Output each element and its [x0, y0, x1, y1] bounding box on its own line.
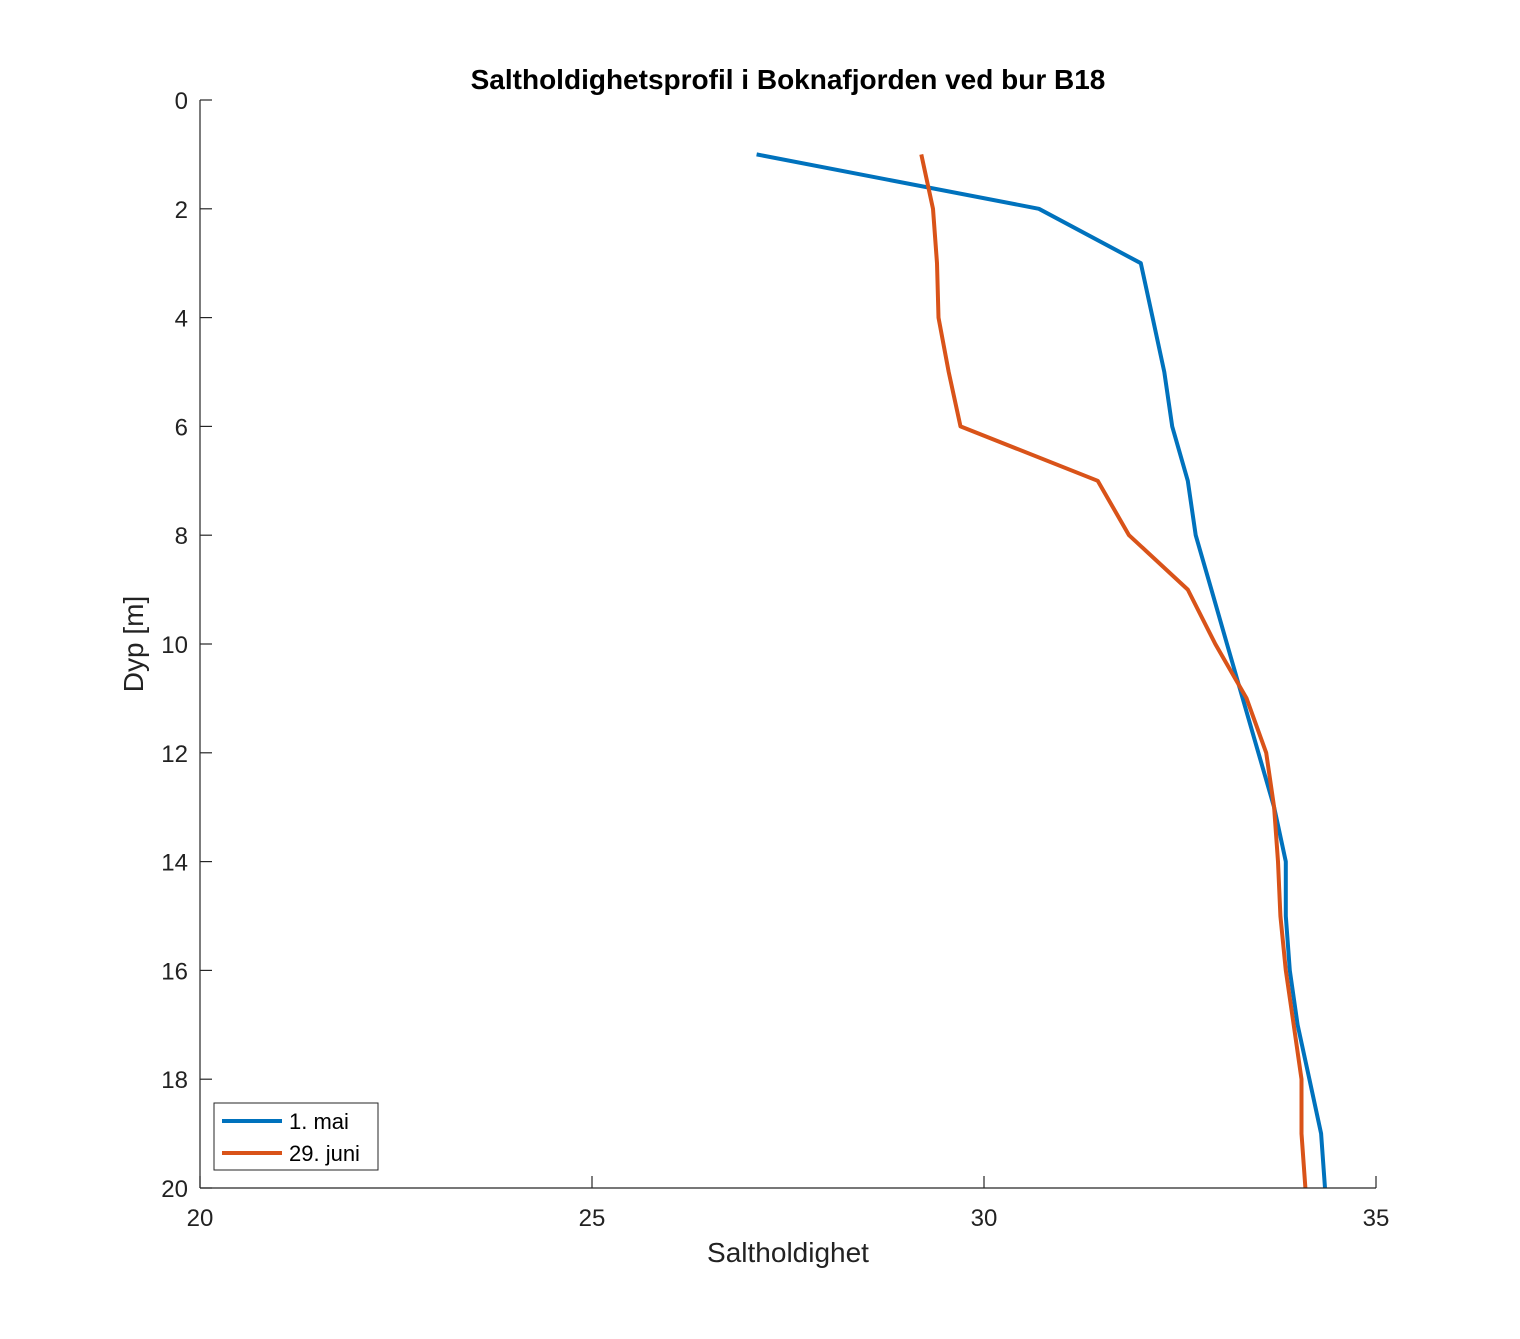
y-tick-label: 18 — [161, 1067, 188, 1094]
y-tick-label: 8 — [175, 523, 188, 550]
y-tick-label: 10 — [161, 632, 188, 659]
plot-area — [200, 100, 1376, 1188]
chart-title: Saltholdighetsprofil i Boknafjorden ved … — [471, 64, 1106, 95]
y-tick-label: 16 — [161, 958, 188, 985]
x-tick-label: 30 — [971, 1205, 998, 1232]
y-tick-label: 4 — [175, 306, 188, 333]
legend-entries: 1. mai 29. juni — [222, 1109, 360, 1166]
series-line-2 — [919, 153, 1308, 1189]
x-tick-label: 20 — [187, 1205, 214, 1232]
x-ticks: 20 25 30 35 — [187, 1176, 1390, 1232]
x-tick-label: 25 — [579, 1205, 606, 1232]
x-tick-label: 35 — [1363, 1205, 1390, 1232]
y-tick-label: 0 — [175, 88, 188, 115]
legend-box — [213, 1102, 379, 1171]
x-axis-label: Saltholdighet — [707, 1237, 869, 1268]
y-tick-label: 6 — [175, 414, 188, 441]
legend-label-1: 1. mai — [289, 1109, 349, 1134]
series-line-1 — [756, 152, 1327, 1189]
legend: 1. mai 29. juni — [213, 1102, 379, 1171]
y-tick-label: 20 — [161, 1176, 188, 1203]
y-ticks: 0 2 4 6 8 10 12 14 16 18 20 — [161, 88, 212, 1203]
y-tick-label: 2 — [175, 197, 188, 224]
y-axis-label: Dyp [m] — [118, 596, 149, 692]
y-tick-label: 14 — [161, 850, 188, 877]
series-layer — [756, 152, 1327, 1189]
legend-label-2: 29. juni — [289, 1141, 360, 1166]
y-tick-label: 12 — [161, 741, 188, 768]
